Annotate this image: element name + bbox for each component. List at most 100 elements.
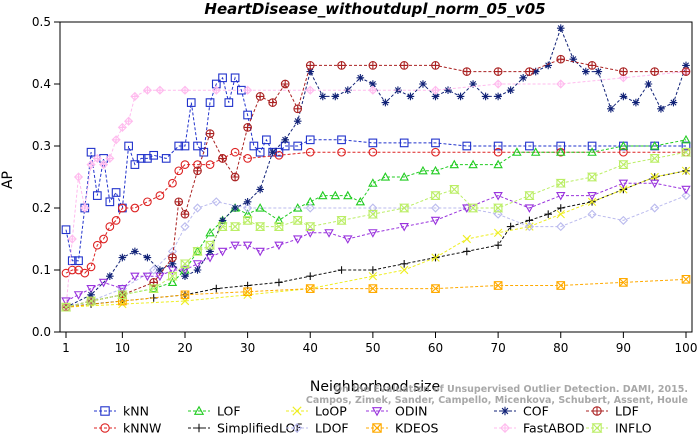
data-point [493, 159, 503, 169]
data-point [206, 247, 214, 256]
data-point [355, 196, 366, 206]
data-point [493, 192, 503, 201]
data-point [192, 246, 203, 255]
legend-item-odin: ODIN [366, 404, 428, 419]
data-point [98, 278, 109, 288]
data-point [368, 203, 378, 213]
data-point [430, 165, 441, 175]
data-point [449, 159, 460, 169]
legend-marker [100, 423, 110, 433]
data-point [493, 141, 503, 151]
chart-title: HeartDisease_withoutdupl_norm_05_v05 [204, 0, 545, 18]
data-point [180, 222, 190, 232]
legend-label: LOF [217, 404, 241, 419]
data-point [99, 234, 108, 244]
data-point [418, 165, 428, 175]
data-point [211, 197, 221, 207]
legend: kNN kNNW LOF SimplifiedLOF LoOP LDOF ODIN KDEOS… [94, 404, 652, 434]
legend-marker [591, 423, 603, 433]
legend-marker [100, 406, 110, 416]
data-point [149, 150, 159, 160]
data-point [230, 73, 240, 83]
data-point [681, 141, 691, 151]
data-point [556, 204, 565, 212]
data-point [111, 135, 121, 145]
data-point [161, 154, 171, 163]
data-point [181, 272, 189, 280]
data-point [305, 284, 315, 293]
data-point [73, 172, 84, 182]
data-point [255, 203, 265, 212]
legend-marker [292, 423, 302, 433]
data-point [92, 153, 102, 163]
data-point [61, 297, 71, 306]
data-point [60, 302, 72, 312]
data-point [118, 203, 127, 213]
data-point [524, 191, 535, 200]
data-point [399, 138, 409, 148]
data-point [369, 80, 377, 88]
data-point [380, 172, 391, 181]
data-point [368, 138, 378, 148]
data-point [569, 55, 578, 63]
data-point [218, 216, 227, 225]
data-point [618, 141, 629, 150]
data-point [587, 197, 597, 206]
series-cof [62, 24, 690, 311]
legend-item-ldof: LDOF [286, 421, 349, 434]
data-point [657, 105, 665, 113]
legend-item-loop: LoOP [286, 404, 347, 419]
data-point [255, 222, 266, 231]
x-tick-label: 20 [177, 341, 192, 355]
data-point [86, 147, 96, 157]
data-point [305, 61, 315, 70]
legend-marker [193, 405, 205, 415]
legend-label: LDOF [315, 421, 349, 434]
data-point [168, 260, 177, 268]
data-point [193, 141, 202, 151]
data-point [399, 203, 410, 213]
data-point [205, 227, 215, 237]
data-point [368, 178, 378, 187]
data-point [199, 147, 209, 157]
series-layer [60, 24, 692, 312]
legend-item-knn: kNN [94, 404, 149, 419]
data-point [74, 256, 83, 266]
data-point [105, 153, 115, 163]
legend-marker [194, 423, 204, 433]
data-point [273, 222, 285, 231]
data-point [86, 160, 96, 170]
data-point [243, 110, 252, 120]
y-tick-label: 0.3 [32, 139, 51, 153]
data-point [462, 67, 472, 76]
data-point [650, 172, 659, 182]
data-point [644, 80, 653, 88]
data-point [243, 198, 252, 206]
data-point [293, 141, 303, 151]
data-point [80, 268, 90, 278]
legend-item-lof: LOF [188, 404, 241, 419]
data-point [180, 290, 190, 300]
data-point [205, 98, 215, 107]
y-tick-label: 0.0 [32, 325, 51, 339]
data-point [481, 92, 490, 101]
legend-item-ldf: LDF [586, 404, 639, 419]
data-point [85, 296, 97, 306]
watermark-line1: On the Evaluation of Unsupervised Outlie… [334, 384, 688, 395]
data-point [324, 229, 334, 238]
data-point [293, 104, 303, 114]
data-point [98, 160, 109, 170]
data-point [681, 185, 691, 195]
data-point [400, 260, 408, 268]
data-point [124, 141, 133, 151]
series-ldof [61, 191, 691, 312]
data-point [556, 210, 565, 219]
data-point [531, 67, 540, 76]
data-point [493, 281, 503, 290]
series-line [65, 139, 687, 308]
data-point [292, 216, 303, 225]
data-point [305, 147, 315, 157]
legend-label: COF [523, 404, 549, 419]
data-point [305, 229, 315, 238]
